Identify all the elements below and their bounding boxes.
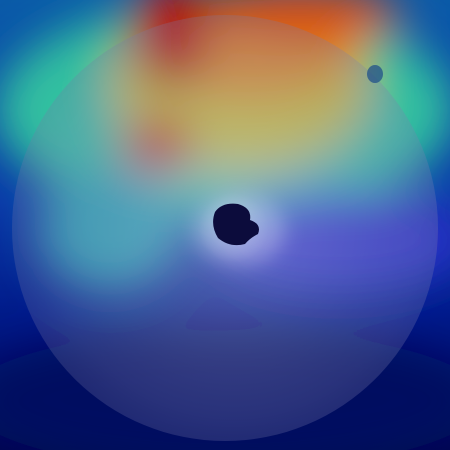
- optic-disc: [213, 203, 259, 246]
- lens-artifact: [367, 65, 383, 83]
